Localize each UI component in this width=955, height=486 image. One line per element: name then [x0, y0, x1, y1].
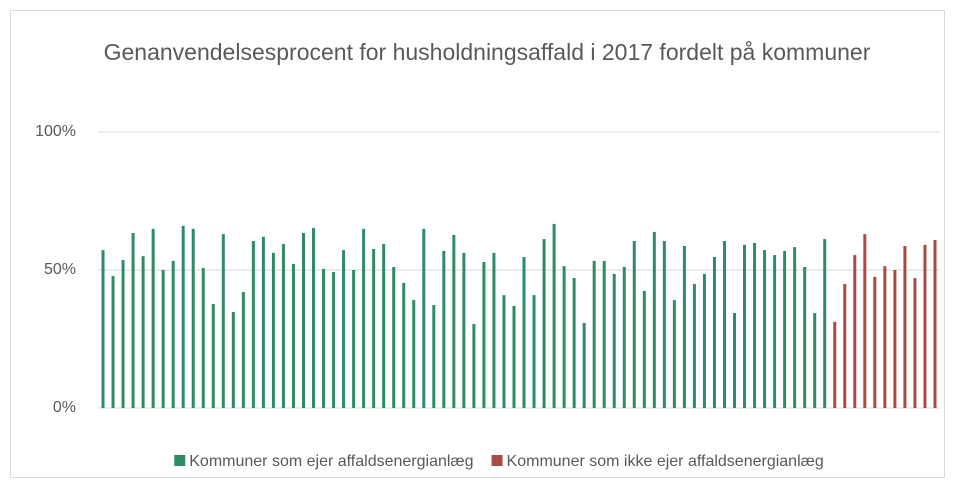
bar	[171, 260, 175, 408]
bar	[181, 225, 185, 408]
bar	[271, 252, 275, 408]
bar	[572, 278, 576, 408]
bar	[733, 313, 737, 408]
bar	[612, 273, 616, 408]
y-tick-label: 50%	[44, 261, 76, 278]
bar	[452, 234, 456, 408]
chart-title: Genanvendelsesprocent for husholdningsaf…	[103, 39, 871, 65]
bar	[773, 255, 777, 408]
bar	[883, 266, 887, 408]
bar	[602, 260, 606, 408]
legend-label: Kommuner som ikke ejer affaldsenergianlæ…	[507, 453, 824, 470]
bar	[833, 321, 837, 408]
bar	[923, 244, 927, 408]
bar	[211, 303, 215, 408]
bar	[332, 271, 336, 408]
legend-label: Kommuner som ejer affaldsenergianlæg	[189, 453, 473, 470]
bar	[542, 239, 546, 408]
bar	[562, 266, 566, 408]
bar	[462, 252, 466, 408]
bar	[622, 266, 626, 408]
bar	[582, 322, 586, 408]
bar	[281, 244, 285, 408]
bar	[261, 236, 265, 408]
bar	[161, 270, 165, 408]
bar	[101, 250, 105, 408]
chart-border	[10, 10, 945, 478]
bar	[442, 250, 446, 408]
bar	[201, 268, 205, 408]
bar	[933, 239, 937, 408]
bar	[482, 261, 486, 408]
bar	[412, 300, 416, 408]
bar	[702, 273, 706, 408]
bar	[422, 228, 426, 408]
bar	[652, 231, 656, 408]
legend-swatch	[174, 455, 186, 466]
bar	[722, 241, 726, 408]
bar	[191, 228, 195, 408]
bar	[642, 290, 646, 408]
bar	[492, 252, 496, 408]
bar	[692, 284, 696, 408]
bar	[291, 263, 295, 408]
bar	[362, 228, 366, 408]
bar	[151, 228, 155, 408]
bar	[662, 241, 666, 408]
bar	[843, 284, 847, 408]
bar	[231, 311, 235, 408]
bar	[221, 234, 225, 408]
bar	[432, 305, 436, 408]
bar	[522, 257, 526, 408]
bar	[753, 242, 757, 408]
bar	[472, 324, 476, 408]
bar	[793, 247, 797, 408]
bar	[141, 256, 145, 408]
y-tick-label: 100%	[35, 123, 76, 140]
bar	[712, 257, 716, 408]
legend-swatch	[491, 455, 503, 466]
bar	[312, 228, 316, 408]
bar	[783, 250, 787, 408]
bar	[121, 260, 125, 408]
bar	[592, 260, 596, 408]
bar	[532, 295, 536, 408]
bar	[382, 244, 386, 408]
bar	[632, 241, 636, 408]
bar	[763, 250, 767, 408]
bar	[342, 250, 346, 408]
bar	[743, 244, 747, 408]
bar	[392, 266, 396, 408]
bar	[873, 276, 877, 408]
bar	[893, 270, 897, 408]
bar	[803, 266, 807, 408]
bar	[402, 282, 406, 408]
y-tick-label: 0%	[53, 399, 76, 416]
bar	[502, 295, 506, 408]
bar	[863, 234, 867, 408]
bar	[241, 292, 245, 408]
bar	[672, 300, 676, 408]
bar	[913, 278, 917, 408]
bar	[322, 268, 326, 408]
bar	[552, 223, 556, 408]
bar	[512, 305, 516, 408]
bar	[813, 313, 817, 408]
bar	[853, 255, 857, 408]
bar	[301, 233, 305, 408]
bar	[903, 245, 907, 408]
bar	[823, 239, 827, 408]
bar	[111, 276, 115, 408]
bar	[251, 241, 255, 408]
bar	[352, 270, 356, 408]
bar	[372, 249, 376, 408]
bar	[682, 245, 686, 408]
bar	[131, 233, 135, 408]
